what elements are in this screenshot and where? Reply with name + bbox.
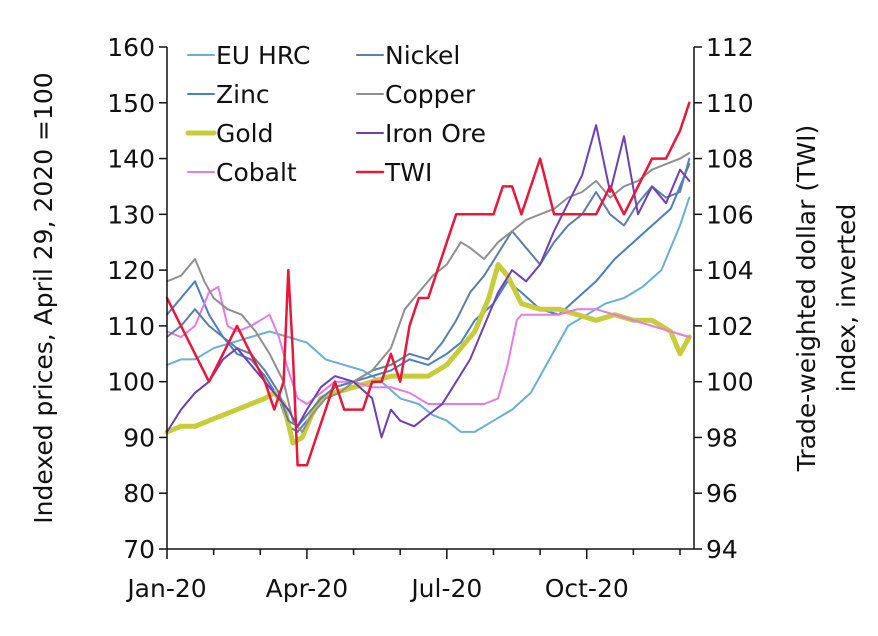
y2-tick-label: 112 [706, 33, 754, 62]
y-tick-label: 120 [107, 256, 155, 285]
y2-axis-title-line1: Trade-weighted dollar (TWI) [792, 125, 821, 472]
y-tick-label: 150 [107, 89, 155, 118]
legend: EU HRC Nickel Zinc Copper Gold Iron Ore Cobalt… [185, 41, 486, 187]
series-line-nickel [166, 157, 691, 428]
legend-label-eu-hrc: EU HRC [216, 41, 310, 70]
y2-tick-label: 96 [706, 479, 738, 508]
y-tick-label: 160 [107, 33, 155, 62]
legend-label-gold: Gold [216, 119, 273, 148]
y-tick-label: 100 [107, 368, 155, 397]
y-tick-label: 80 [123, 479, 155, 508]
axes-layer: 70 80 90 100 110 120 130 140 150 160 94 96 98 100 102 1… [107, 33, 753, 603]
y-tick-label: 130 [107, 200, 155, 229]
y2-tick-label: 94 [706, 535, 738, 564]
x-tick-label: Jan-20 [125, 574, 206, 603]
series-line-gold [164, 262, 692, 446]
legend-label-copper: Copper [385, 80, 476, 109]
series-line-twi [165, 101, 691, 467]
y2-axis-title-line2: index, inverted [832, 204, 861, 393]
y2-tick-label: 106 [706, 200, 754, 229]
y2-tick-label: 100 [706, 368, 754, 397]
y2-tick-label: 108 [706, 145, 754, 174]
y-tick-label: 110 [107, 312, 155, 341]
y2-tick-label: 110 [706, 89, 754, 118]
y-tick-label: 90 [123, 423, 155, 452]
legend-label-iron-ore: Iron Ore [385, 119, 486, 148]
series-line-eu-hrc [166, 196, 691, 433]
legend-label-nickel: Nickel [385, 41, 460, 70]
y2-tick-label: 98 [706, 423, 738, 452]
series-layer [164, 101, 692, 467]
y2-tick-label: 102 [706, 312, 754, 341]
y-tick-label: 70 [123, 535, 155, 564]
y2-tick-label: 104 [706, 256, 754, 285]
legend-label-cobalt: Cobalt [216, 158, 297, 187]
legend-label-zinc: Zinc [216, 80, 270, 109]
x-tick-label: Jul-20 [409, 574, 482, 603]
x-tick-label: Oct-20 [545, 574, 629, 603]
x-tick-label: Apr-20 [266, 574, 348, 603]
y-tick-label: 140 [107, 145, 155, 174]
legend-label-twi: TWI [384, 158, 432, 187]
series-line-copper [166, 152, 691, 433]
y-axis-title: Indexed prices, April 29, 2020 =100 [29, 72, 58, 523]
series-line-iron-ore [166, 124, 691, 439]
